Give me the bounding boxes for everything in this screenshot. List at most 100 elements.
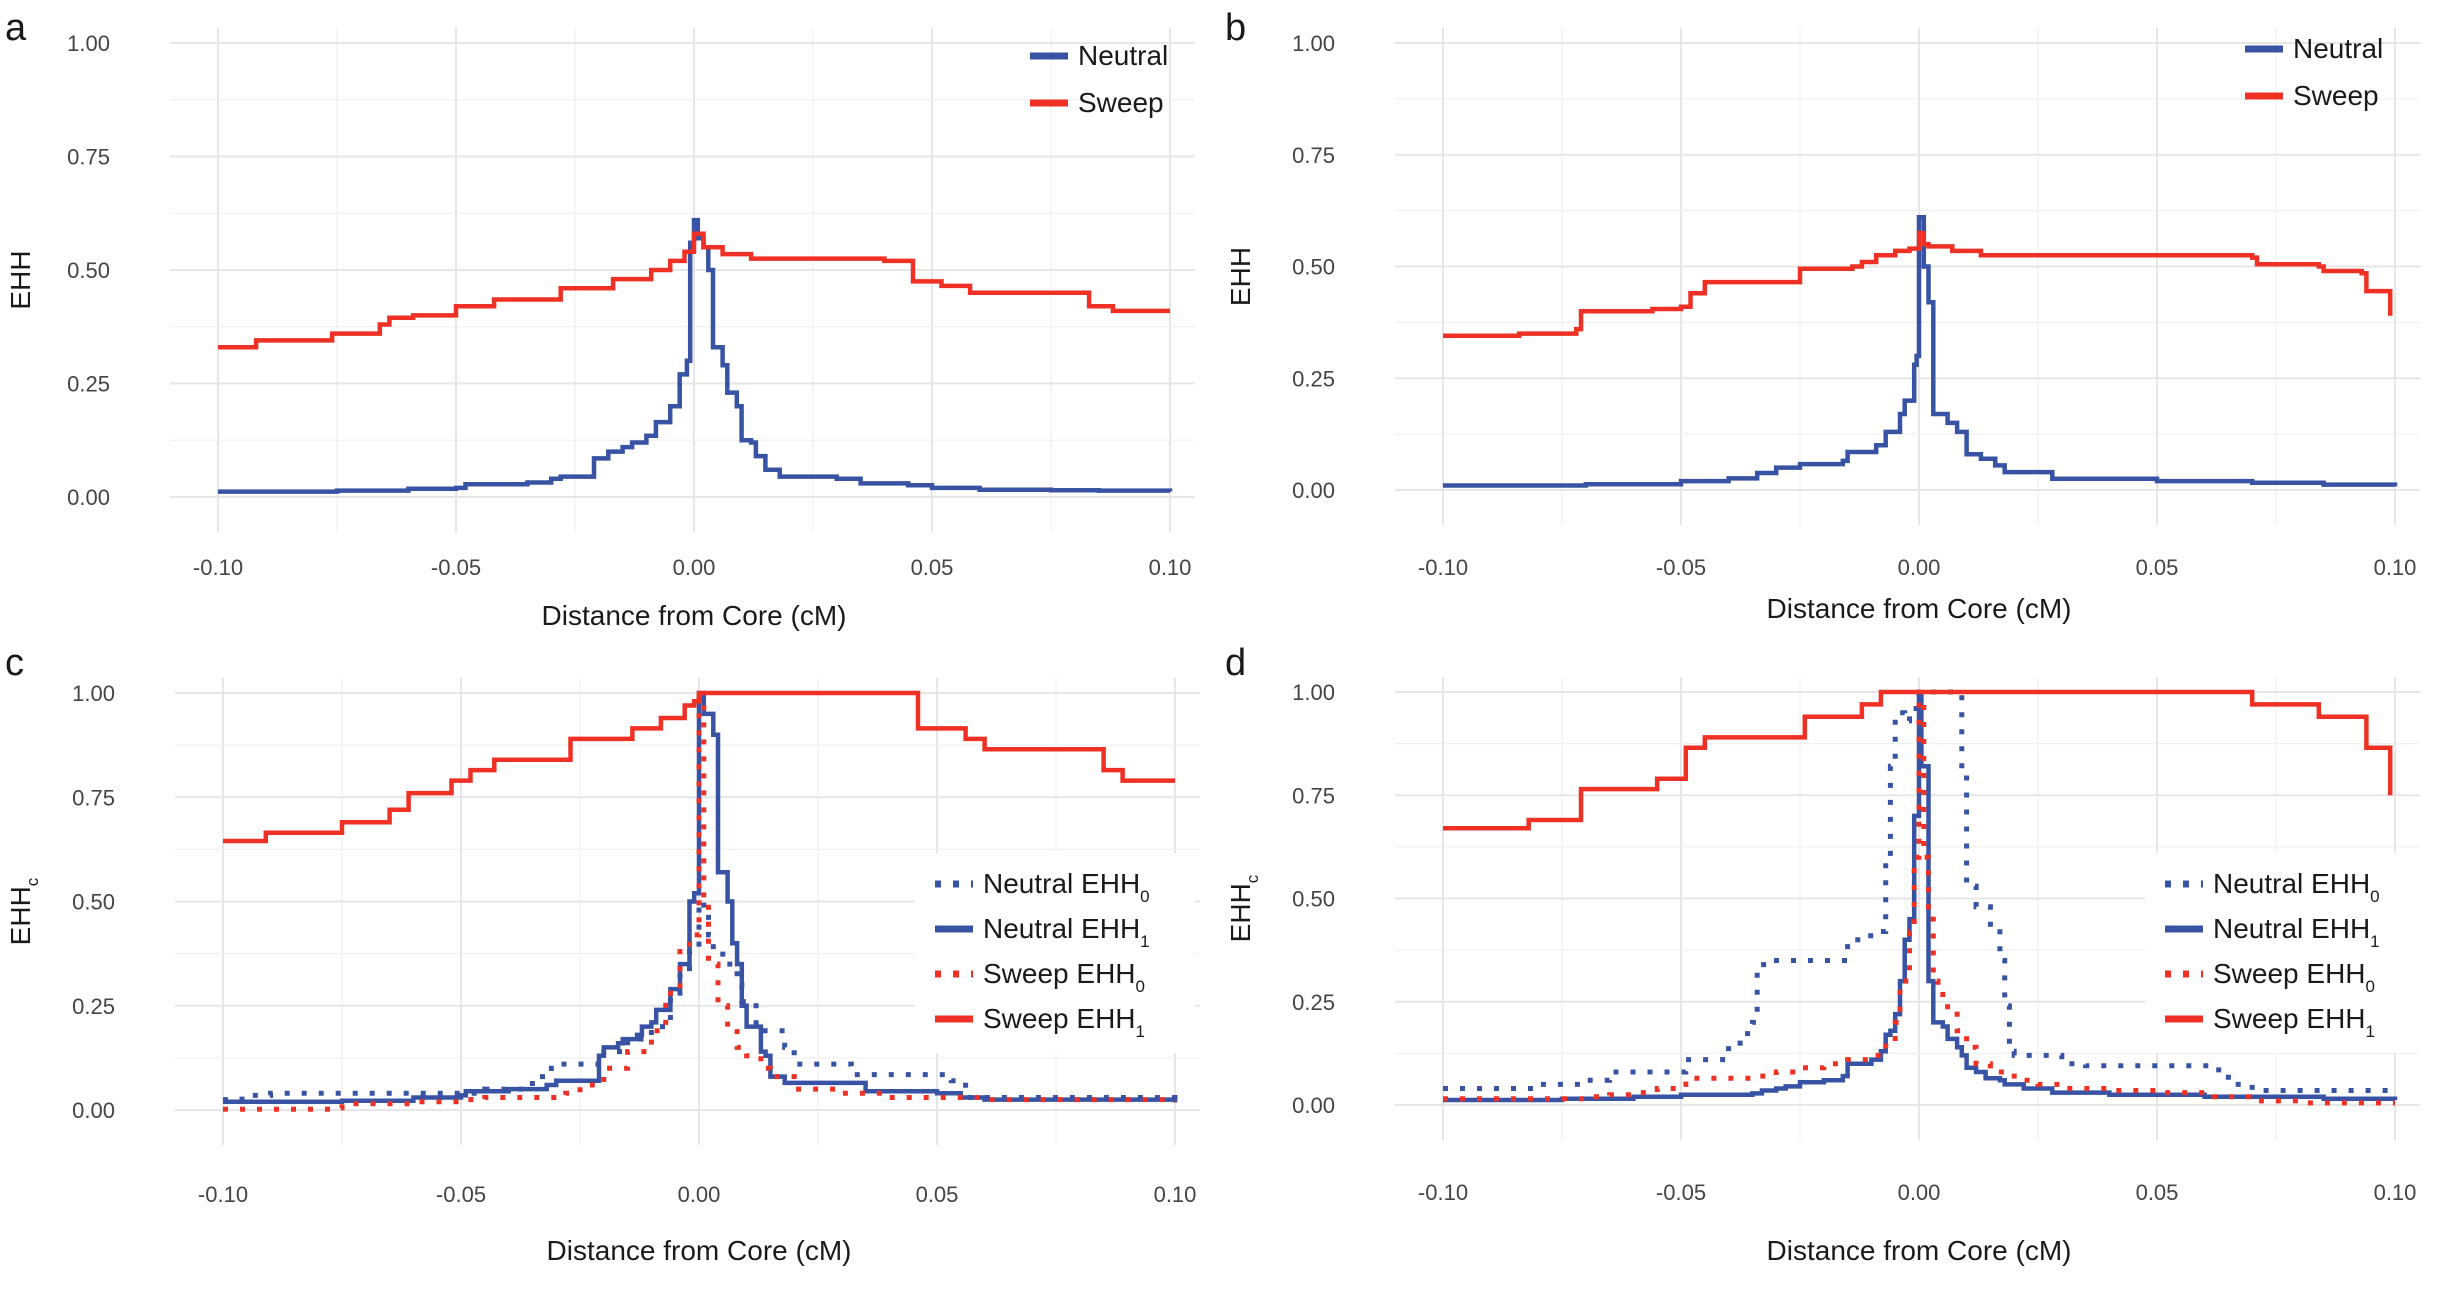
x-axis-title: Distance from Core (cM): [542, 600, 847, 631]
legend-label-main: Sweep: [1078, 87, 1164, 118]
x-tick-label: -0.05: [431, 555, 481, 580]
x-tick-label: 0.10: [2374, 555, 2417, 580]
legend-item: Sweep: [2245, 80, 2379, 111]
legend-item: Neutral EHH1: [935, 913, 1150, 951]
legend-item: Neutral: [2245, 33, 2383, 64]
x-tick-label: 0.05: [2136, 555, 2179, 580]
x-tick-label: 0.00: [1898, 555, 1941, 580]
y-tick-label: 0.75: [72, 785, 115, 810]
x-tick-label: 0.05: [916, 1182, 959, 1207]
legend-label-main: Neutral: [2293, 33, 2383, 64]
legend-label-subscript: 0: [2370, 887, 2379, 906]
y-tick-label: 0.50: [1292, 887, 1335, 912]
panel-d-ehhc-chart: -0.10 -0.05 0.00 0.05 0.10 0.00 0.25 0.50 0.75 1.…: [1220, 640, 2440, 1291]
y-tick-label: 0.75: [67, 145, 110, 170]
x-tick-label: -0.05: [1656, 1180, 1706, 1205]
y-axis-title-main: EHH: [1225, 883, 1256, 942]
x-axis-title: Distance from Core (cM): [547, 1235, 852, 1266]
grid: [170, 28, 1195, 532]
legend-label-main: Sweep: [2293, 80, 2379, 111]
y-tick-label: 0.00: [72, 1098, 115, 1123]
x-tick-label: 0.05: [911, 555, 954, 580]
chart-svg: -0.10 -0.05 0.00 0.05 0.10 0.00 0.25 0.50 0.75 1.…: [1225, 642, 2425, 1266]
legend-label-main: Neutral: [1078, 40, 1168, 71]
y-tick-label: 0.25: [1292, 366, 1335, 391]
y-axis-title-main: EHH: [5, 250, 36, 309]
y-axis-title-main: EHH: [5, 886, 36, 945]
y-tick-label: 0.00: [67, 485, 110, 510]
series-lines: [218, 217, 1173, 494]
legend-item: Neutral EHH1: [2165, 913, 2380, 951]
legend: Neutral Sweep: [2245, 33, 2383, 111]
legend-label-subscript: 1: [2366, 1022, 2375, 1041]
legend-label: Sweep EHH1: [983, 1003, 1145, 1041]
legend-label-subscript: 1: [1136, 1022, 1145, 1041]
panel-c-ehhc-chart: -0.10 -0.05 0.00 0.05 0.10 0.00 0.25 0.50 0.75 1.…: [0, 640, 1220, 1291]
y-tick-label: 0.75: [1292, 143, 1335, 168]
legend-item: Sweep EHH0: [2165, 958, 2375, 996]
y-tick-label: 1.00: [67, 31, 110, 56]
chart-svg: -0.10 -0.05 0.00 0.05 0.10 0.00 0.25 0.50 0.75 1.…: [5, 642, 1200, 1266]
series-line-neutral: [1443, 215, 2398, 488]
y-tick-label: 0.50: [1292, 255, 1335, 280]
x-tick-label: -0.05: [1656, 555, 1706, 580]
x-tick-label: 0.10: [2374, 1180, 2417, 1205]
y-tick-label: 0.75: [1292, 783, 1335, 808]
series-line-sweep: [1443, 230, 2393, 339]
x-tick-label: -0.10: [198, 1182, 248, 1207]
panel-letter: b: [1225, 7, 1246, 49]
legend-item: Sweep EHH1: [2165, 1003, 2375, 1041]
legend-label-subscript: 0: [1136, 977, 1145, 996]
x-tick-label: 0.00: [1898, 1180, 1941, 1205]
legend-label-subscript: 0: [2366, 977, 2375, 996]
legend: Neutral Sweep: [1030, 40, 1168, 118]
y-tick-label: 0.25: [1292, 990, 1335, 1015]
series-line-sweep-ehh-1: [1443, 689, 2393, 831]
series-line-neutral-ehh-0: [1443, 689, 2398, 1093]
x-tick-label: 0.10: [1149, 555, 1192, 580]
legend-label-main: Neutral EHH: [2213, 868, 2370, 899]
x-axis-title: Distance from Core (cM): [1767, 593, 2072, 624]
y-tick-label: 0.00: [1292, 478, 1335, 503]
legend-item: Neutral EHH0: [935, 868, 1150, 906]
legend-label-main: Sweep EHH: [983, 1003, 1136, 1034]
panel-a-ehh-chart: -0.10 -0.05 0.00 0.05 0.10 0.00 0.25 0.50 0.75 1.…: [0, 0, 1220, 640]
series-line-neutral-ehh-1: [1443, 689, 2398, 1103]
panel-letter: d: [1225, 642, 1246, 684]
series-line-sweep-ehh-1: [223, 690, 1175, 844]
y-tick-label: 0.25: [67, 372, 110, 397]
x-tick-label: -0.10: [1418, 1180, 1468, 1205]
legend-item: Sweep EHH0: [935, 958, 1145, 996]
y-axis-title-subscript: c: [1243, 874, 1262, 883]
series-lines: [223, 690, 1178, 1112]
legend-label: Neutral: [2293, 33, 2383, 64]
y-axis-title: EHHc: [1225, 874, 1262, 942]
legend-label-subscript: 1: [2370, 932, 2379, 951]
legend-label: Sweep EHH1: [2213, 1003, 2375, 1041]
legend-label: Sweep EHH0: [983, 958, 1145, 996]
y-tick-label: 0.50: [72, 890, 115, 915]
series-line-neutral-ehh-1: [223, 690, 1178, 1104]
chart-svg: -0.10 -0.05 0.00 0.05 0.10 0.00 0.25 0.50 0.75 1.…: [5, 7, 1195, 631]
y-tick-label: 1.00: [1292, 680, 1335, 705]
x-tick-label: 0.00: [673, 555, 716, 580]
legend-label: Sweep: [2293, 80, 2379, 111]
panel-letter: a: [5, 7, 27, 49]
legend-label-main: Sweep EHH: [2213, 958, 2366, 989]
legend-item: Neutral EHH0: [2165, 868, 2380, 906]
x-tick-label: 0.10: [1154, 1182, 1197, 1207]
y-axis-title: EHH: [1225, 247, 1256, 306]
panel-letter: c: [5, 642, 24, 684]
y-axis-title-subscript: c: [23, 877, 42, 886]
legend-label: Neutral EHH1: [2213, 913, 2380, 951]
x-tick-label: 0.00: [678, 1182, 721, 1207]
legend-label-main: Neutral EHH: [983, 868, 1140, 899]
legend-label: Sweep: [1078, 87, 1164, 118]
series-line-sweep: [218, 231, 1170, 350]
x-tick-label: 0.05: [2136, 1180, 2179, 1205]
x-tick-label: -0.10: [193, 555, 243, 580]
x-tick-label: -0.05: [436, 1182, 486, 1207]
legend-label: Neutral EHH0: [983, 868, 1150, 906]
